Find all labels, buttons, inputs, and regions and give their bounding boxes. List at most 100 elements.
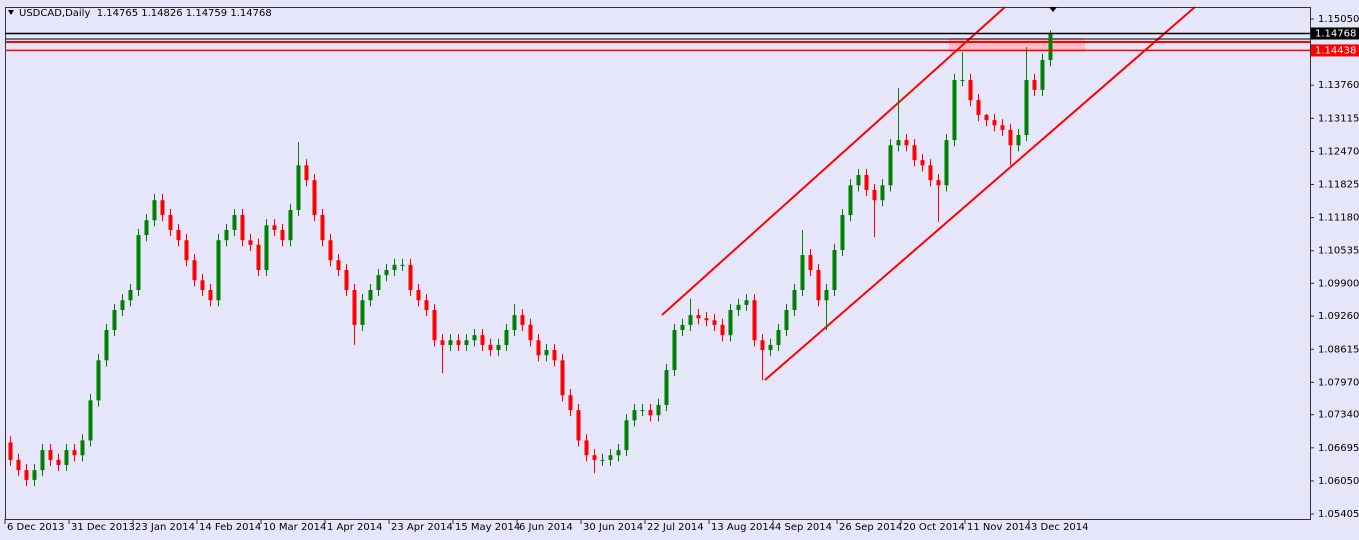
- candle-body: [968, 80, 973, 101]
- candle-body: [400, 264, 405, 266]
- candle-body: [456, 340, 461, 345]
- y-tick-label: 1.05405: [1318, 509, 1359, 520]
- candle-body: [776, 330, 781, 345]
- candle-body: [384, 269, 389, 276]
- candle-body: [128, 289, 133, 301]
- y-tick-label: 1.13760: [1318, 80, 1359, 91]
- candle-body: [392, 264, 397, 270]
- candle-body: [1024, 80, 1029, 135]
- candle-body: [424, 300, 429, 311]
- candle-body: [216, 240, 221, 301]
- candle-body: [32, 470, 37, 480]
- candle-body: [952, 80, 957, 141]
- x-tick-label: 23 Apr 2014: [391, 522, 453, 533]
- candle-body: [680, 324, 685, 331]
- candle-body: [816, 269, 821, 301]
- candle-body: [120, 300, 125, 311]
- candle-body: [512, 315, 517, 331]
- x-tick-label: 14 Feb 2014: [199, 522, 261, 533]
- y-tick-label: 1.11180: [1318, 213, 1359, 224]
- candle-body: [904, 140, 909, 146]
- candle-body: [784, 310, 789, 331]
- x-tick-label: 15 May 2014: [455, 522, 520, 533]
- candle-body: [160, 200, 165, 216]
- candle-body: [808, 255, 813, 270]
- y-tick-label: 1.11825: [1318, 180, 1359, 191]
- candle-body: [728, 310, 733, 336]
- candle-body: [432, 310, 437, 341]
- candle-body: [872, 189, 877, 201]
- candle-body: [1040, 60, 1045, 90]
- candle-body: [648, 410, 653, 416]
- candle-body: [80, 440, 85, 456]
- y-tick-label: 1.06050: [1318, 476, 1359, 487]
- candle-body: [344, 269, 349, 290]
- y-tick-label: 1.15050: [1318, 14, 1359, 25]
- candle-body: [200, 280, 205, 290]
- candle-body: [8, 442, 13, 460]
- candle-body: [288, 209, 293, 241]
- candle-body: [40, 450, 45, 471]
- candle-body: [184, 240, 189, 261]
- candle-body: [440, 340, 445, 345]
- y-tick-label: 1.10535: [1318, 246, 1359, 257]
- candle-body: [104, 330, 109, 361]
- candle-body: [624, 420, 629, 451]
- candle-body: [896, 140, 901, 146]
- candle-body: [304, 165, 309, 181]
- x-tick-label: 26 Sep 2014: [839, 522, 902, 533]
- candle-body: [240, 215, 245, 241]
- candle-body: [976, 100, 981, 115]
- y-tick-label: 1.06695: [1318, 443, 1359, 454]
- candle-body: [560, 360, 565, 396]
- candle-body: [16, 459, 21, 471]
- candle-body: [192, 260, 197, 281]
- candle-body: [664, 370, 669, 405]
- candle-body: [864, 175, 869, 190]
- x-tick-label: 6 Jun 2014: [519, 522, 573, 533]
- x-tick-label: 11 Nov 2014: [967, 522, 1031, 533]
- x-tick-label: 30 Jun 2014: [583, 522, 643, 533]
- candle-body: [96, 360, 101, 401]
- candle-body: [944, 140, 949, 186]
- candle-body: [696, 315, 701, 319]
- candle-body: [1032, 80, 1037, 90]
- x-tick-label: 20 Oct 2014: [903, 522, 965, 533]
- candle-body: [1008, 129, 1013, 146]
- candle-body: [608, 455, 613, 460]
- candle-body: [880, 185, 885, 201]
- candle-body: [856, 175, 861, 186]
- candle-body: [568, 395, 573, 411]
- candle-body: [792, 289, 797, 311]
- candle-body: [1000, 125, 1005, 130]
- y-tick-label: 1.13115: [1318, 113, 1359, 124]
- price-label: 1.14438: [1315, 45, 1356, 56]
- candle-body: [1016, 135, 1021, 146]
- y-tick-label: 1.07970: [1318, 377, 1359, 388]
- candle-body: [600, 459, 605, 461]
- candle-body: [296, 165, 301, 210]
- candle-body: [936, 180, 941, 186]
- candle-body: [832, 249, 837, 290]
- candle-body: [232, 215, 237, 230]
- candle-body: [504, 330, 509, 345]
- candle-body: [584, 440, 589, 456]
- candle-body: [272, 225, 277, 230]
- candle-body: [488, 344, 493, 351]
- channel-lower-line: [764, 6, 1196, 381]
- candle-body: [208, 289, 213, 301]
- x-tick-label: 6 Dec 2013: [7, 522, 65, 533]
- menu-triangle[interactable]: [8, 10, 14, 15]
- candle-body: [576, 410, 581, 441]
- x-tick-label: 1 Apr 2014: [327, 522, 382, 533]
- candle-body: [224, 229, 229, 241]
- candle-body: [328, 240, 333, 261]
- x-tick-label: 13 Aug 2014: [711, 522, 775, 533]
- candle-body: [336, 260, 341, 270]
- candle-body: [48, 450, 53, 460]
- candle-body: [552, 350, 557, 361]
- candle-body: [720, 324, 725, 336]
- candle-body: [368, 289, 373, 301]
